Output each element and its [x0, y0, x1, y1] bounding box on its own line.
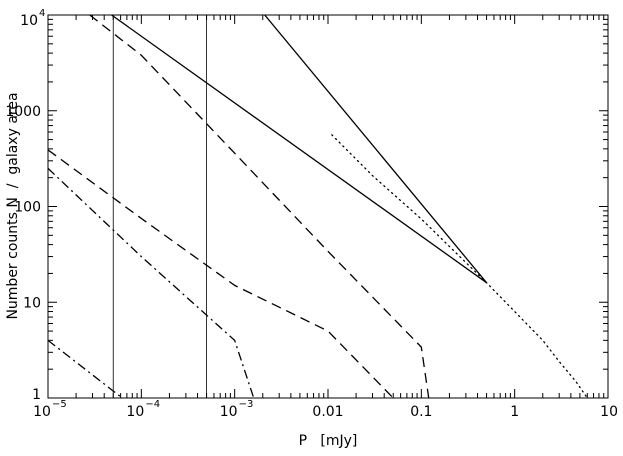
x-axis-title: P [mJy]: [299, 433, 358, 449]
series-solid-line: [264, 15, 488, 284]
reference-lines: [112, 15, 207, 398]
series-group: [48, 15, 588, 398]
y-tick-label: 10: [23, 295, 41, 311]
series-dashed-line: [89, 15, 430, 398]
series-dashed-line: [48, 149, 394, 398]
x-tick-label: 10: [126, 404, 144, 420]
series-dotted-line: [331, 134, 588, 398]
series-solid-line: [111, 15, 487, 284]
x-tick-label: 10: [33, 404, 51, 420]
x-tick-label-exponent: −3: [239, 399, 254, 410]
y-tick-label-exponent: 4: [39, 8, 45, 19]
x-tick-label: 0.1: [410, 404, 432, 420]
series-dashdot-line: [48, 167, 255, 398]
y-tick-label: 10: [20, 13, 38, 29]
x-tick-label: 0.01: [312, 404, 343, 420]
y-tick-label: 100: [14, 200, 41, 216]
series-dashdot-line: [48, 339, 124, 398]
x-tick-label-exponent: −4: [145, 399, 160, 410]
x-tick-label: 10: [600, 404, 618, 420]
y-tick-label: 1: [32, 387, 41, 403]
x-tick-label-exponent: −5: [52, 399, 67, 410]
plot-frame: [47, 14, 609, 399]
y-axis-title: Number counts N / galaxy area: [5, 92, 21, 319]
y-tick-label: 1000: [5, 104, 41, 120]
axis-ticks: [47, 15, 608, 399]
x-tick-label: 1: [510, 404, 519, 420]
x-tick-label: 10: [220, 404, 238, 420]
